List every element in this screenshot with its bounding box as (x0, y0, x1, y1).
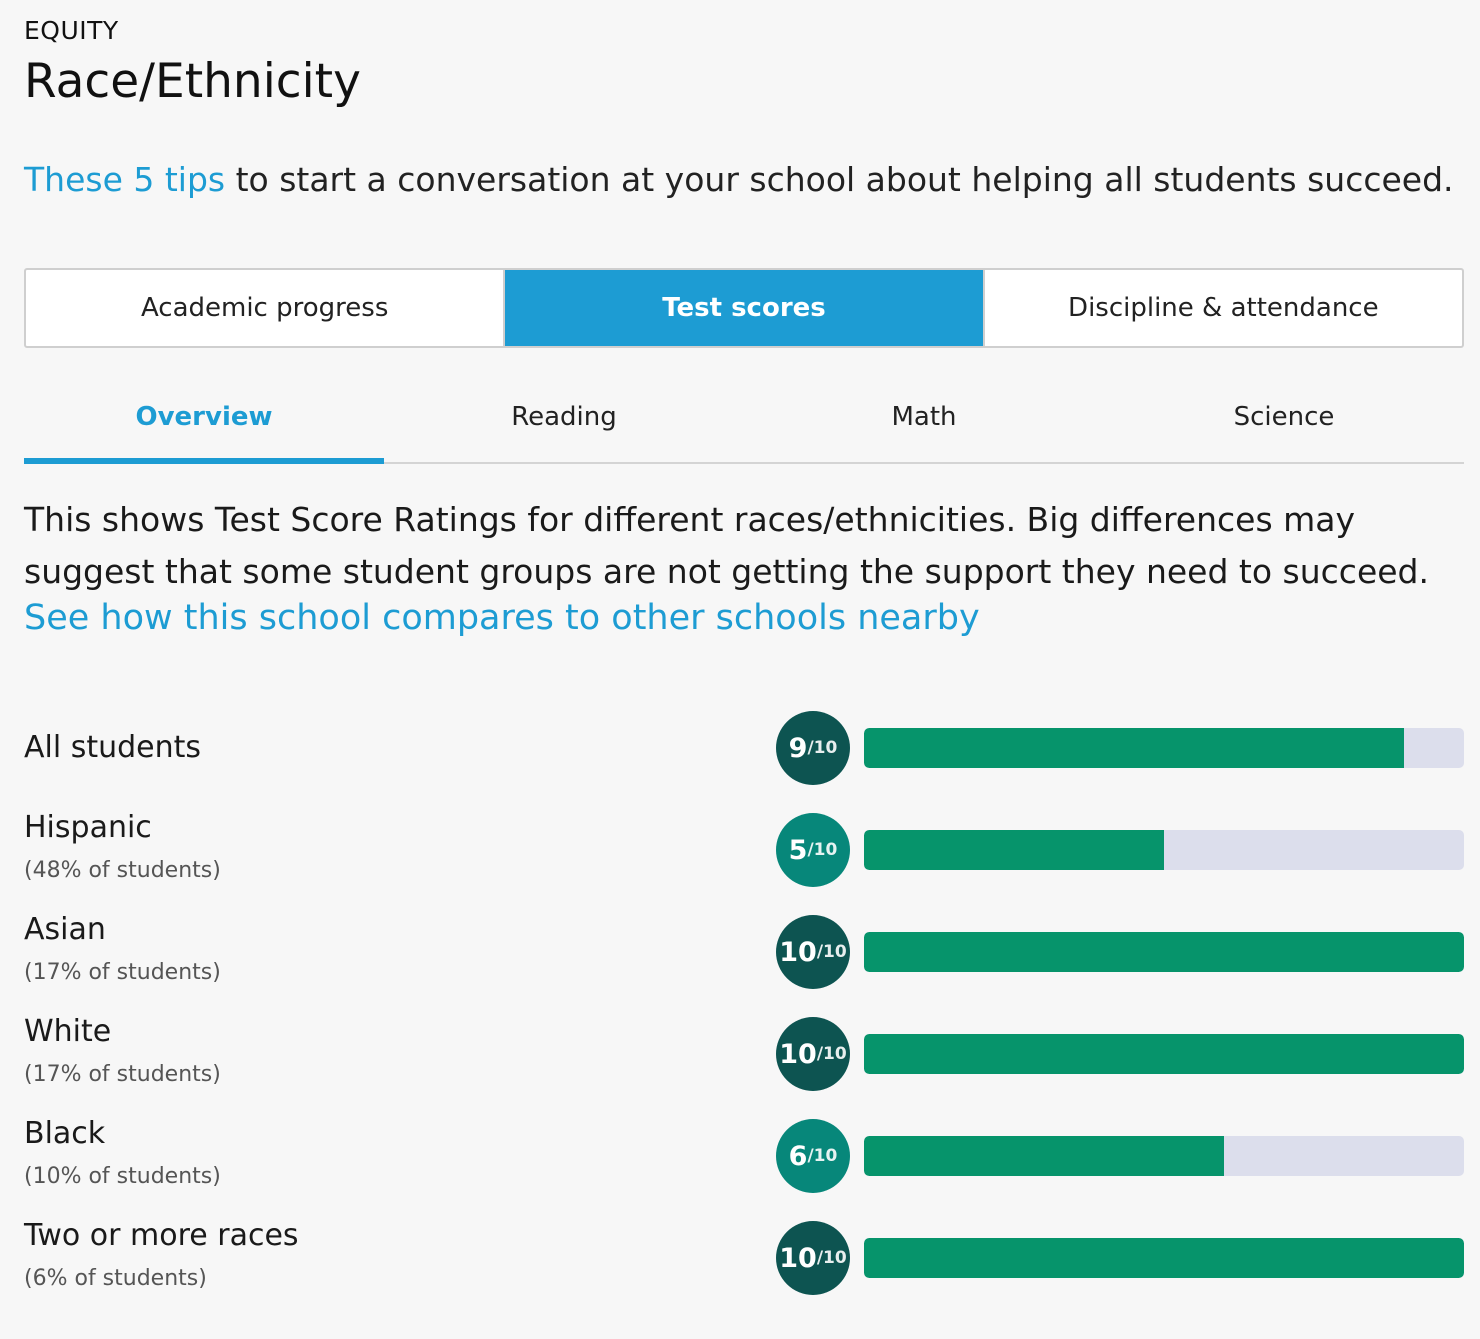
rating-bar-fill (864, 932, 1464, 972)
rating-bar (864, 1034, 1464, 1074)
tab-reading[interactable]: Reading (511, 402, 617, 432)
rating-score: 6 (788, 1140, 808, 1172)
group-share: (6% of students) (24, 1266, 207, 1291)
rating-badge: 5/10 (776, 813, 850, 887)
rating-row-hispanic: Hispanic (48% of students) 5/10 (24, 810, 1464, 912)
rating-badge: 10/10 (776, 1017, 850, 1091)
rating-out-of: /10 (816, 942, 847, 962)
group-share: (17% of students) (24, 1062, 221, 1087)
rating-row-two-or-more-races: Two or more races (6% of students) 10/10 (24, 1218, 1464, 1320)
group-label: Two or more races (24, 1218, 299, 1253)
page-title: Race/Ethnicity (24, 54, 361, 109)
rating-bar-fill (864, 1136, 1224, 1176)
compare-schools-link[interactable]: See how this school compares to other sc… (24, 598, 980, 638)
rating-score: 9 (788, 732, 808, 764)
group-label: All students (24, 730, 202, 765)
rating-bar-fill (864, 1034, 1464, 1074)
tab-science[interactable]: Science (1233, 402, 1335, 432)
rating-score: 10 (779, 1038, 817, 1070)
rating-bar-fill (864, 728, 1404, 768)
rating-row-all-students: All students 9/10 (24, 708, 1464, 810)
rating-out-of: /10 (807, 738, 838, 758)
group-share: (48% of students) (24, 858, 221, 883)
rating-bar-fill (864, 1238, 1464, 1278)
rating-bar (864, 728, 1464, 768)
description-text: This shows Test Score Ratings for differ… (24, 500, 1429, 591)
tab-academic-progress[interactable]: Academic progress (140, 293, 389, 323)
rating-bar-fill (864, 830, 1164, 870)
rating-score: 10 (779, 936, 817, 968)
rating-bar (864, 830, 1464, 870)
tab-discipline-attendance[interactable]: Discipline & attendance (982, 270, 1462, 346)
section-eyebrow: EQUITY (24, 16, 119, 45)
tab-math[interactable]: Math (891, 402, 957, 432)
rating-badge: 10/10 (776, 915, 850, 989)
group-share: (10% of students) (24, 1164, 221, 1189)
rating-row-asian: Asian (17% of students) 10/10 (24, 912, 1464, 1014)
tab-overview[interactable]: Overview (24, 380, 384, 464)
rating-badge: 9/10 (776, 711, 850, 785)
ratings-list: All students 9/10 Hispanic (48% of stude… (24, 708, 1464, 1320)
rating-out-of: /10 (807, 840, 838, 860)
group-label: Black (24, 1116, 106, 1151)
subject-tabs: Overview Reading Math Science (24, 380, 1464, 464)
tips-text: to start a conversation at your school a… (225, 160, 1454, 199)
category-segmented-control: Academic progress Test scores Discipline… (24, 268, 1464, 348)
rating-out-of: /10 (816, 1248, 847, 1268)
group-label: White (24, 1014, 112, 1049)
tab-test-scores[interactable]: Test scores (503, 270, 983, 346)
rating-out-of: /10 (807, 1146, 838, 1166)
rating-row-white: White (17% of students) 10/10 (24, 1014, 1464, 1116)
tips-link[interactable]: These 5 tips (24, 160, 226, 199)
rating-badge: 10/10 (776, 1221, 850, 1295)
rating-out-of: /10 (816, 1044, 847, 1064)
rating-score: 5 (788, 834, 808, 866)
rating-bar (864, 932, 1464, 972)
rating-badge: 6/10 (776, 1119, 850, 1193)
rating-bar (864, 1136, 1464, 1176)
group-share: (17% of students) (24, 960, 221, 985)
rating-score: 10 (779, 1242, 817, 1274)
rating-bar (864, 1238, 1464, 1278)
group-label: Hispanic (24, 810, 152, 845)
group-label: Asian (24, 912, 106, 947)
tips-line: These 5 tips to start a conversation at … (24, 160, 1454, 199)
rating-row-black: Black (10% of students) 6/10 (24, 1116, 1464, 1218)
